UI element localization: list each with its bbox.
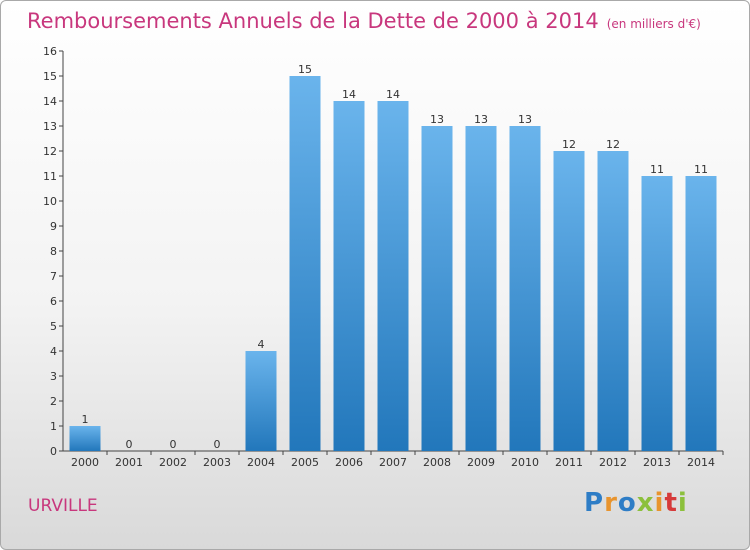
chart-labels: 2000 1 2001 0 2002 0 2003 0 2004 4 2005 15 2006 14 200… bbox=[71, 63, 715, 469]
y-tick-label: 6 bbox=[50, 295, 57, 308]
y-tick-label: 10 bbox=[43, 195, 57, 208]
bar-2006 bbox=[333, 101, 365, 451]
logo-letter: o bbox=[617, 488, 637, 518]
bar-2014 bbox=[685, 176, 717, 451]
x-tick-label-2012: 2012 bbox=[599, 456, 627, 469]
logo-letter: i bbox=[677, 488, 688, 518]
value-label-2007: 14 bbox=[386, 88, 400, 101]
value-label-2011: 12 bbox=[562, 138, 576, 151]
y-tick-label: 9 bbox=[50, 220, 57, 233]
bar-2008 bbox=[421, 126, 453, 451]
y-tick-label: 11 bbox=[43, 170, 57, 183]
logo-letter: t bbox=[664, 488, 678, 518]
bar-2004 bbox=[245, 351, 277, 451]
value-label-2009: 13 bbox=[474, 113, 488, 126]
y-tick-label: 7 bbox=[50, 270, 57, 283]
x-tick-label-2006: 2006 bbox=[335, 456, 363, 469]
bar-2011 bbox=[553, 151, 585, 451]
value-label-2001: 0 bbox=[126, 438, 133, 451]
proxiti-logo: Proxiti bbox=[584, 488, 688, 518]
x-tick-label-2000: 2000 bbox=[71, 456, 99, 469]
value-label-2003: 0 bbox=[214, 438, 221, 451]
x-tick-label-2004: 2004 bbox=[247, 456, 275, 469]
x-tick-label-2013: 2013 bbox=[643, 456, 671, 469]
logo-letter: x bbox=[636, 488, 655, 518]
value-label-2012: 12 bbox=[606, 138, 620, 151]
bar-2009 bbox=[465, 126, 497, 451]
bar-2000 bbox=[69, 426, 101, 451]
x-tick-label-2002: 2002 bbox=[159, 456, 187, 469]
x-tick-label-2011: 2011 bbox=[555, 456, 583, 469]
x-tick-label-2001: 2001 bbox=[115, 456, 143, 469]
x-tick-label-2007: 2007 bbox=[379, 456, 407, 469]
value-label-2000: 1 bbox=[82, 413, 89, 426]
bar-2013 bbox=[641, 176, 673, 451]
y-tick-label: 16 bbox=[43, 45, 57, 58]
x-tick-label-2009: 2009 bbox=[467, 456, 495, 469]
chart-title: Remboursements Annuels de la Dette de 20… bbox=[27, 9, 701, 33]
value-label-2010: 13 bbox=[518, 113, 532, 126]
y-tick-label: 5 bbox=[50, 320, 57, 333]
bar-2005 bbox=[289, 76, 321, 451]
value-label-2014: 11 bbox=[694, 163, 708, 176]
value-label-2005: 15 bbox=[298, 63, 312, 76]
bar-2012 bbox=[597, 151, 629, 451]
chart-bars bbox=[69, 76, 717, 451]
bar-2007 bbox=[377, 101, 409, 451]
logo-letter: i bbox=[654, 488, 665, 518]
chart-unit: (en milliers d'€) bbox=[606, 17, 701, 31]
x-tick-label-2008: 2008 bbox=[423, 456, 451, 469]
logo-letter: P bbox=[584, 488, 605, 518]
y-tick-label: 2 bbox=[50, 395, 57, 408]
x-tick-label-2003: 2003 bbox=[203, 456, 231, 469]
y-tick-label: 0 bbox=[50, 445, 57, 458]
y-tick-label: 13 bbox=[43, 120, 57, 133]
x-tick-label-2014: 2014 bbox=[687, 456, 715, 469]
x-tick-label-2010: 2010 bbox=[511, 456, 539, 469]
value-label-2008: 13 bbox=[430, 113, 444, 126]
y-tick-label: 3 bbox=[50, 370, 57, 383]
y-tick-label: 8 bbox=[50, 245, 57, 258]
place-name: URVILLE bbox=[28, 496, 98, 516]
value-label-2004: 4 bbox=[258, 338, 265, 351]
chart-title-text: Remboursements Annuels de la Dette de 20… bbox=[27, 9, 599, 33]
value-label-2013: 11 bbox=[650, 163, 664, 176]
y-tick-label: 4 bbox=[50, 345, 57, 358]
value-label-2002: 0 bbox=[170, 438, 177, 451]
y-tick-label: 1 bbox=[50, 420, 57, 433]
y-tick-label: 14 bbox=[43, 95, 57, 108]
bar-2010 bbox=[509, 126, 541, 451]
y-tick-label: 12 bbox=[43, 145, 57, 158]
logo-letter: r bbox=[604, 488, 618, 518]
value-label-2006: 14 bbox=[342, 88, 356, 101]
x-tick-label-2005: 2005 bbox=[291, 456, 319, 469]
y-tick-label: 15 bbox=[43, 70, 57, 83]
